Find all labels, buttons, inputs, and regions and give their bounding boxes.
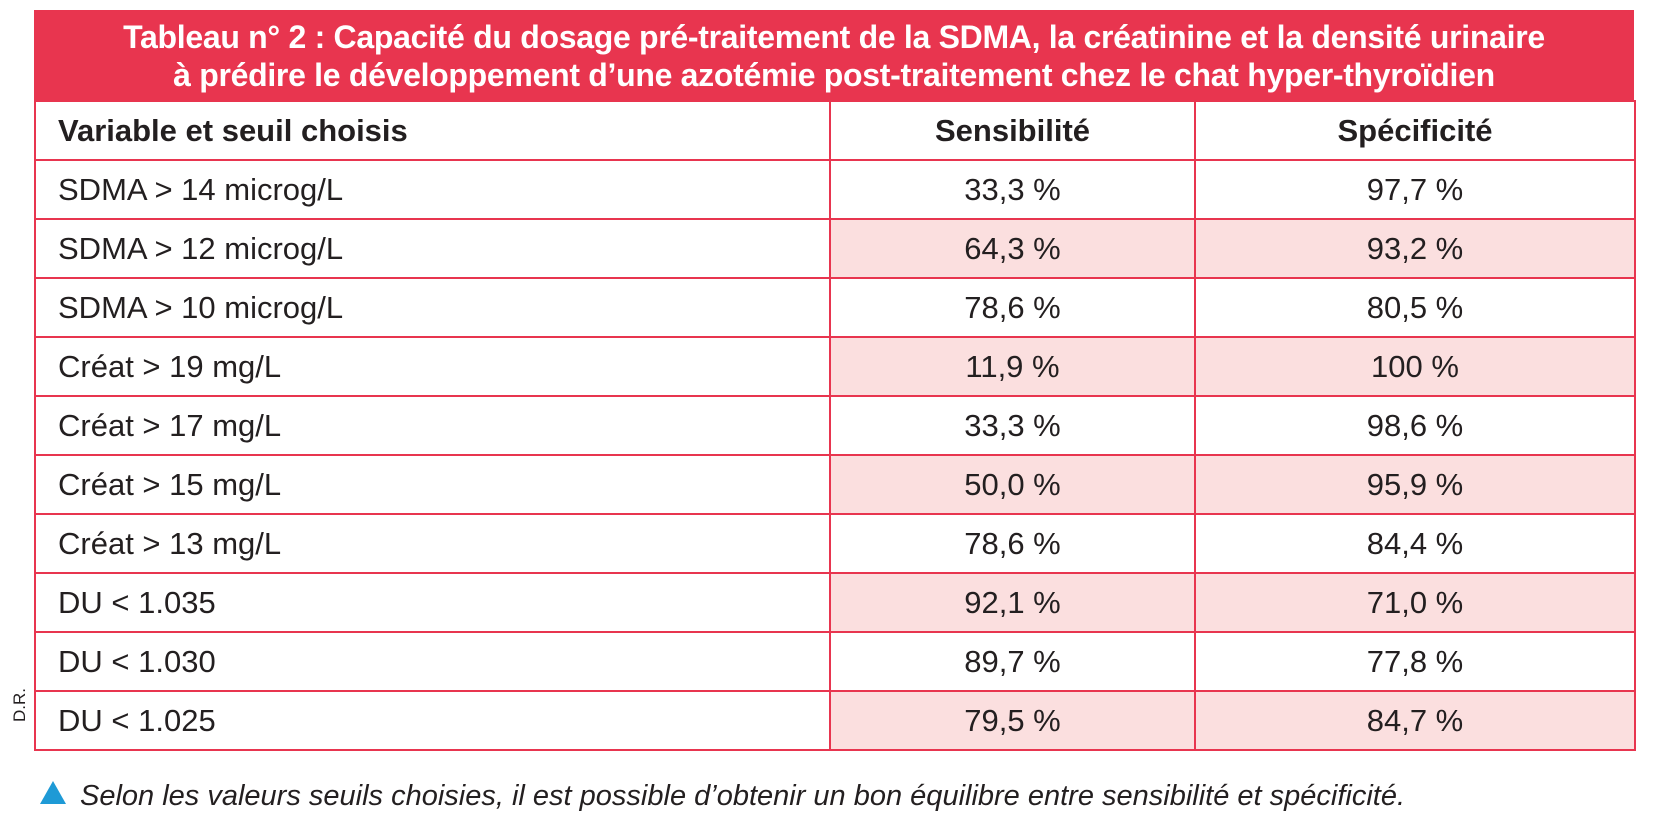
cell-specificite: 84,7 % (1194, 690, 1636, 751)
cell-variable: DU < 1.035 (34, 572, 831, 633)
caption-text: Selon les valeurs seuils choisies, il es… (80, 780, 1406, 812)
cell-sensibilite: 11,9 % (829, 336, 1196, 397)
cell-variable: Créat > 13 mg/L (34, 513, 831, 574)
cell-sensibilite: 64,3 % (829, 218, 1196, 279)
table-caption: Selon les valeurs seuils choisies, il es… (40, 780, 1405, 813)
cell-specificite: 100 % (1194, 336, 1636, 397)
cell-specificite: 71,0 % (1194, 572, 1636, 633)
table-row: DU < 1.030 89,7 % 77,8 % (34, 631, 1636, 692)
cell-specificite: 80,5 % (1194, 277, 1636, 338)
cell-sensibilite: 78,6 % (829, 513, 1196, 574)
table-row: DU < 1.035 92,1 % 71,0 % (34, 572, 1636, 633)
cell-variable: DU < 1.025 (34, 690, 831, 751)
cell-specificite: 93,2 % (1194, 218, 1636, 279)
table-row: Créat > 15 mg/L 50,0 % 95,9 % (34, 454, 1636, 515)
header-variable: Variable et seuil choisis (34, 100, 831, 161)
cell-specificite: 98,6 % (1194, 395, 1636, 456)
cell-sensibilite: 33,3 % (829, 395, 1196, 456)
cell-specificite: 97,7 % (1194, 159, 1636, 220)
table-row: SDMA > 10 microg/L 78,6 % 80,5 % (34, 277, 1636, 338)
cell-specificite: 77,8 % (1194, 631, 1636, 692)
table-row: Créat > 19 mg/L 11,9 % 100 % (34, 336, 1636, 397)
cell-variable: DU < 1.030 (34, 631, 831, 692)
table-title-line-1: Tableau n° 2 : Capacité du dosage pré-tr… (123, 19, 1545, 55)
cell-variable: Créat > 19 mg/L (34, 336, 831, 397)
cell-variable: Créat > 15 mg/L (34, 454, 831, 515)
cell-sensibilite: 78,6 % (829, 277, 1196, 338)
table-title-line-2: à prédire le développement d’une azotémi… (173, 57, 1495, 93)
header-sensibilite: Sensibilité (829, 100, 1196, 161)
table-row: SDMA > 12 microg/L 64,3 % 93,2 % (34, 218, 1636, 279)
header-specificite: Spécificité (1194, 100, 1636, 161)
cell-sensibilite: 33,3 % (829, 159, 1196, 220)
table-header-row: Variable et seuil choisis Sensibilité Sp… (34, 100, 1636, 161)
cell-variable: SDMA > 12 microg/L (34, 218, 831, 279)
cell-variable: SDMA > 14 microg/L (34, 159, 831, 220)
table-row: Créat > 17 mg/L 33,3 % 98,6 % (34, 395, 1636, 456)
table-row: Créat > 13 mg/L 78,6 % 84,4 % (34, 513, 1636, 574)
cell-specificite: 95,9 % (1194, 454, 1636, 515)
cell-sensibilite: 92,1 % (829, 572, 1196, 633)
table-row: DU < 1.025 79,5 % 84,7 % (34, 690, 1636, 751)
photo-credit: D.R. (10, 688, 29, 722)
cell-variable: Créat > 17 mg/L (34, 395, 831, 456)
table-row: SDMA > 14 microg/L 33,3 % 97,7 % (34, 159, 1636, 220)
cell-variable: SDMA > 10 microg/L (34, 277, 831, 338)
cell-sensibilite: 50,0 % (829, 454, 1196, 515)
results-table-block: Tableau n° 2 : Capacité du dosage pré-tr… (34, 10, 1636, 751)
cell-specificite: 84,4 % (1194, 513, 1636, 574)
data-table: Variable et seuil choisis Sensibilité Sp… (34, 100, 1636, 751)
triangle-up-icon (40, 781, 66, 804)
cell-sensibilite: 79,5 % (829, 690, 1196, 751)
cell-sensibilite: 89,7 % (829, 631, 1196, 692)
table-title: Tableau n° 2 : Capacité du dosage pré-tr… (34, 10, 1634, 100)
